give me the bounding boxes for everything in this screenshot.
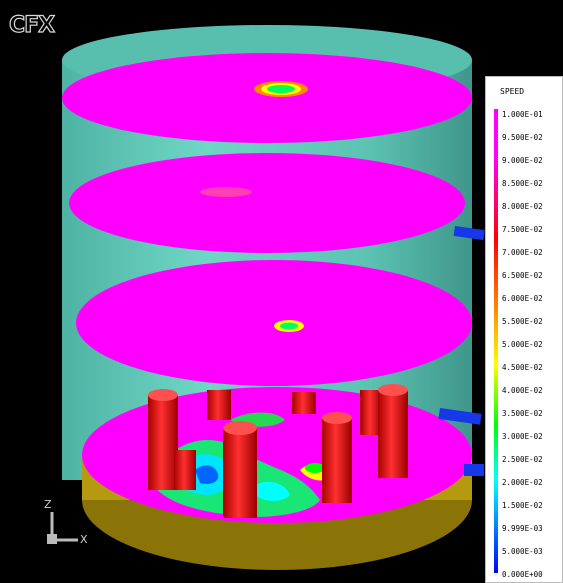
column-front-right: [322, 412, 352, 503]
legend-label: 7.500E-02: [502, 225, 543, 234]
cfx-logo: CFX: [8, 12, 55, 38]
legend-label: 4.500E-02: [502, 363, 543, 372]
legend-label: 9.000E-02: [502, 156, 543, 165]
legend-title: SPEED: [500, 87, 525, 96]
column-right-front: [378, 384, 408, 478]
legend-label: 5.500E-02: [502, 317, 543, 326]
legend-label: 6.500E-02: [502, 271, 543, 280]
legend-label: 8.500E-02: [502, 179, 543, 188]
legend-label: 3.000E-02: [502, 432, 543, 441]
legend-label: 1.500E-02: [502, 501, 543, 510]
column-right-back: [360, 390, 382, 435]
legend-label: 6.000E-02: [502, 294, 543, 303]
axis-z-label: Z: [44, 498, 52, 511]
legend-label: 2.000E-02: [502, 478, 543, 487]
legend-label: 4.000E-02: [502, 386, 543, 395]
legend-label: 0.000E+00: [502, 570, 543, 579]
legend-label: 5.000E-03: [502, 547, 543, 556]
legend-label: 2.500E-02: [502, 455, 543, 464]
contour-plate-middle: [76, 260, 472, 386]
legend-color-bar: [494, 109, 498, 573]
color-legend: SPEED 1.000E-01 9.500E-02 9.000E-02 8.50…: [485, 76, 563, 583]
legend-label: 9.500E-02: [502, 133, 543, 142]
axis-triad: [47, 512, 78, 544]
legend-label: 5.000E-02: [502, 340, 543, 349]
legend-label: 7.000E-02: [502, 248, 543, 257]
contour-plate-top: [62, 53, 472, 143]
axis-x-label: X: [80, 533, 88, 546]
column-back-2: [292, 392, 316, 414]
column-front-left: [223, 421, 257, 518]
columns: [148, 384, 408, 518]
legend-label: 1.000E-01: [502, 110, 543, 119]
column-left-back: [148, 389, 178, 490]
legend-label: 3.500E-02: [502, 409, 543, 418]
outlet-pipes: [438, 225, 485, 476]
legend-label: 8.000E-02: [502, 202, 543, 211]
column-back-1: [207, 390, 231, 420]
contour-plate-upper: [69, 153, 465, 253]
column-center: [174, 450, 196, 490]
legend-label: 9.999E-03: [502, 524, 543, 533]
